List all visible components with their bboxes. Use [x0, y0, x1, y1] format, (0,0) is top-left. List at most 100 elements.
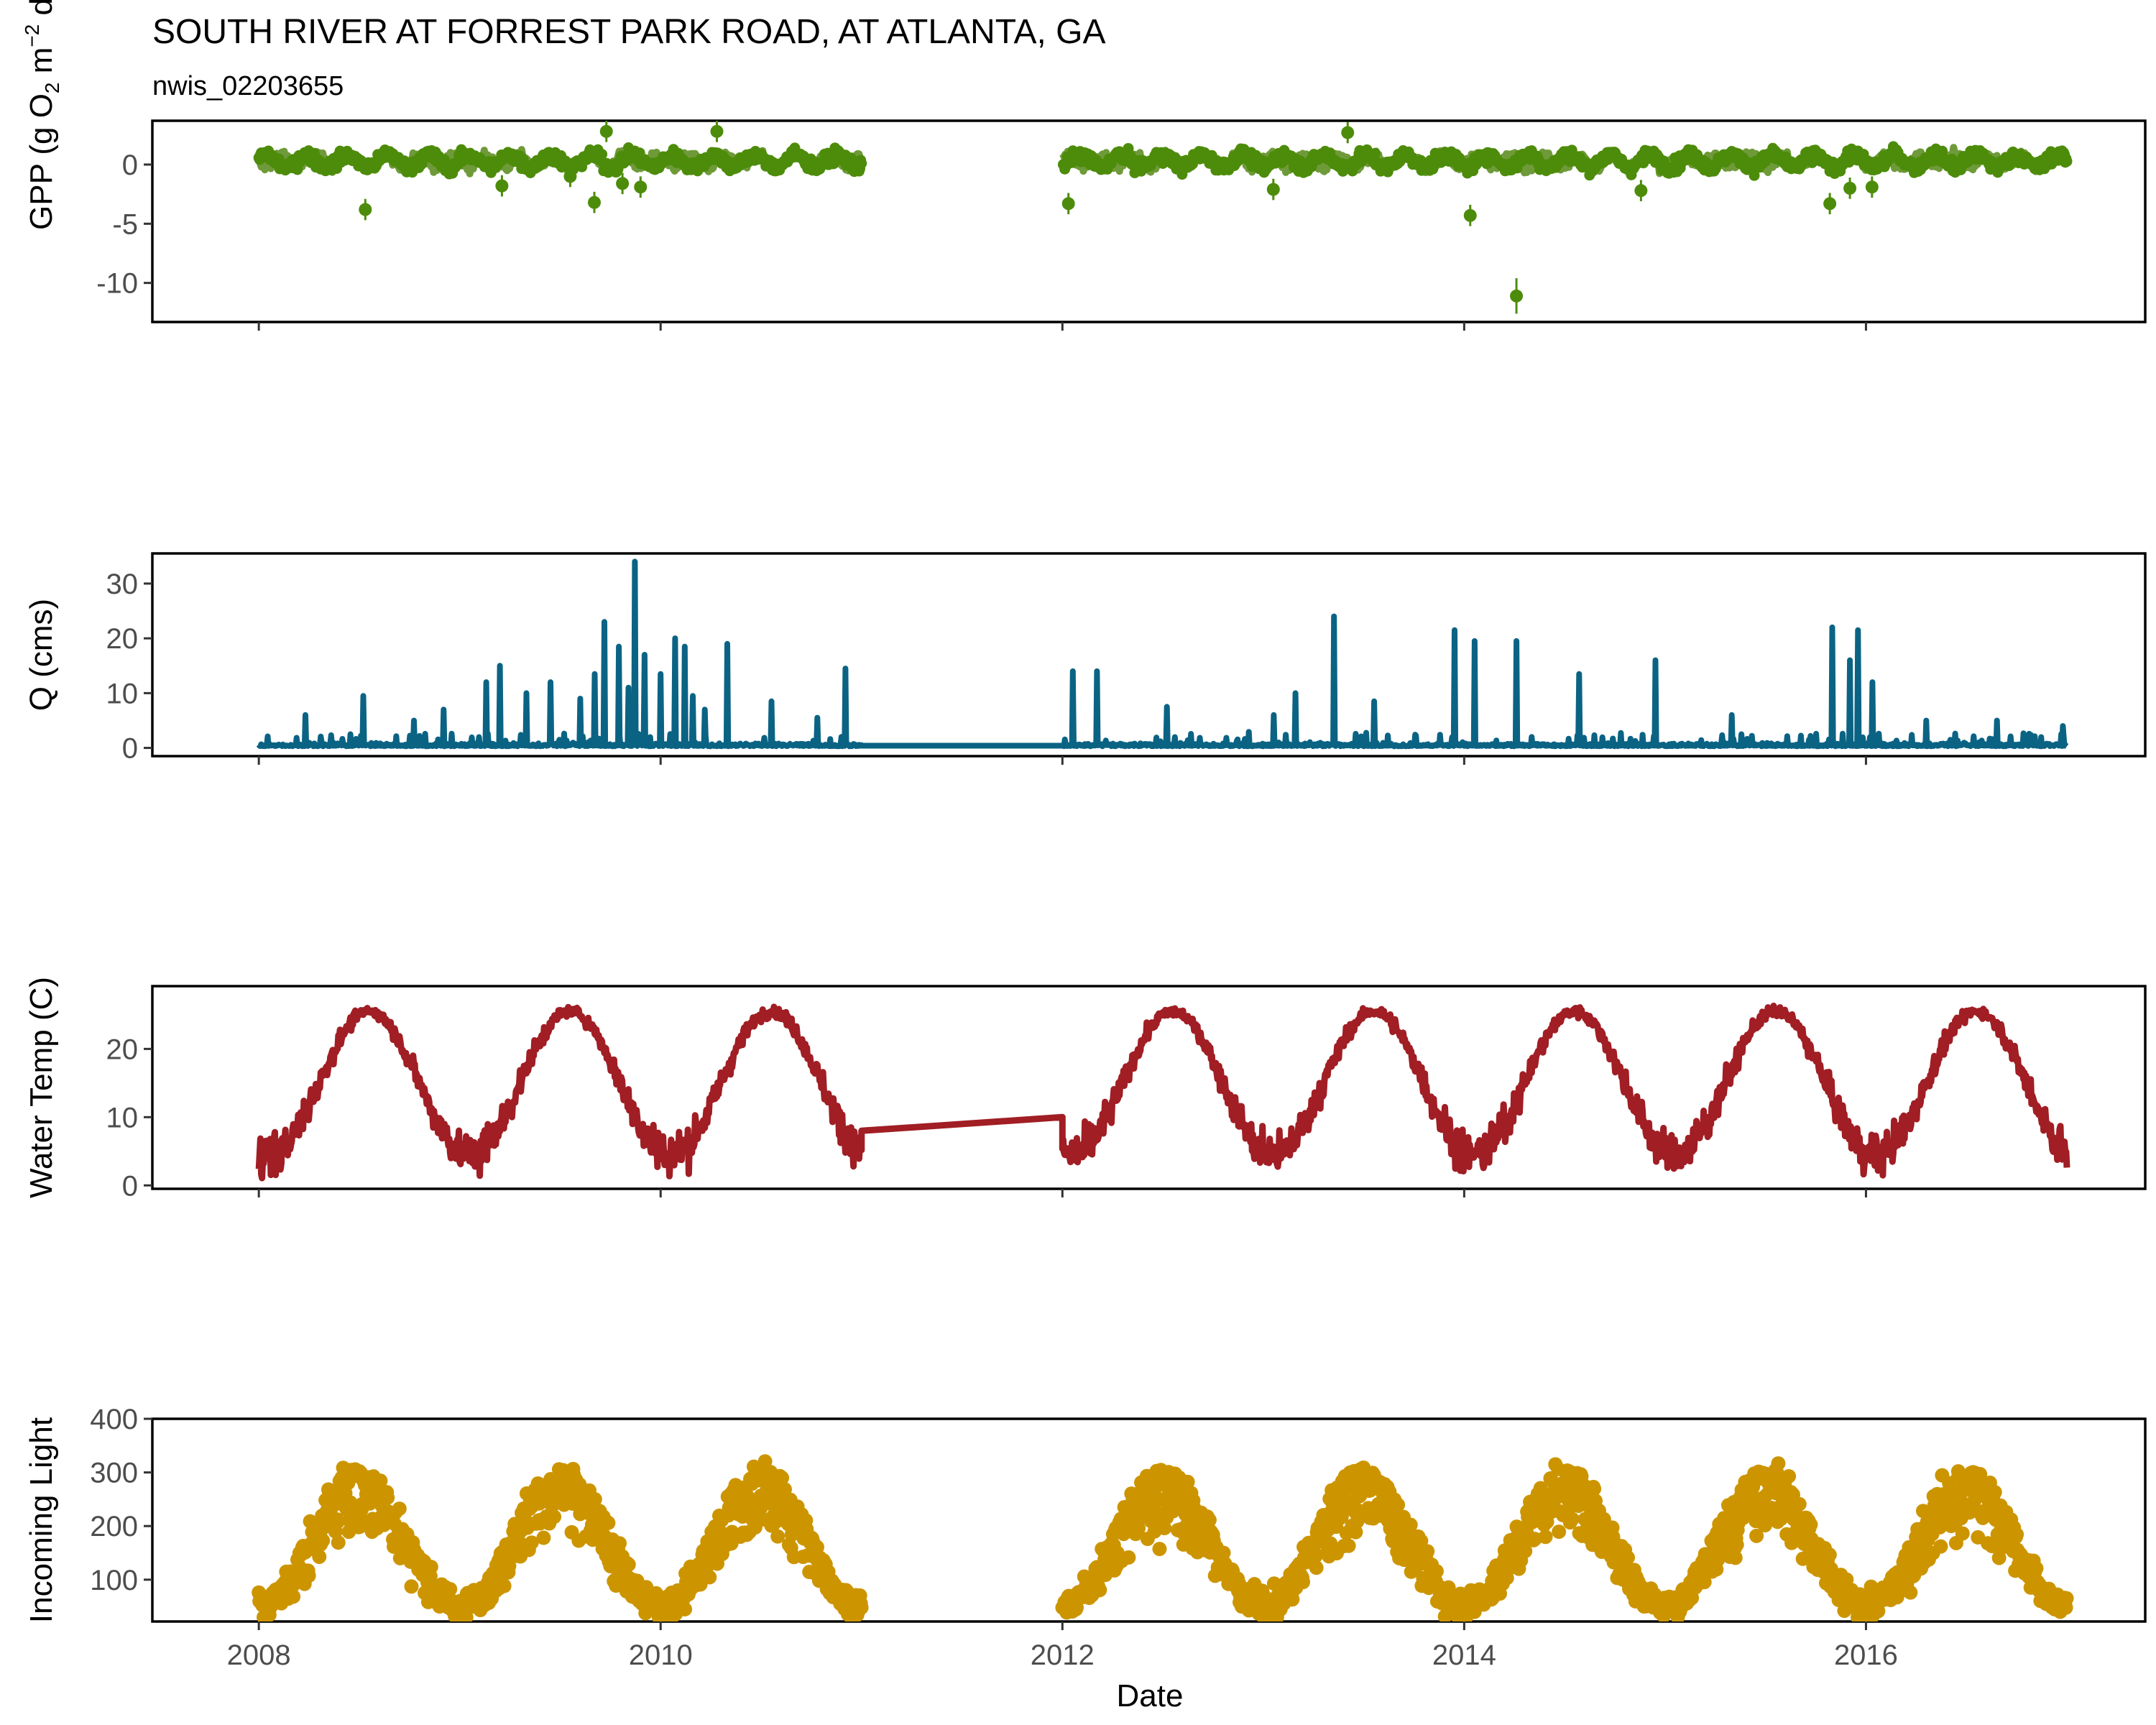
gpp-outlier-point — [1267, 183, 1280, 196]
light-point — [1988, 1485, 2002, 1499]
light-point — [2060, 1591, 2074, 1606]
gpp-point — [2061, 156, 2072, 167]
light-point — [678, 1602, 692, 1616]
gpp-outlier-point — [634, 180, 647, 193]
light-point — [1391, 1498, 1405, 1512]
light-panel: Incoming Light 100 200 300 400 — [24, 1404, 2145, 1630]
light-point — [854, 1601, 869, 1615]
y-tick-label: 400 — [90, 1404, 138, 1435]
y-tick-label: -10 — [96, 268, 138, 300]
y-tick-label: 10 — [106, 1102, 139, 1133]
light-point — [1539, 1530, 1553, 1544]
gpp-outlier-point — [1062, 197, 1075, 210]
discharge-series-line — [259, 561, 2067, 746]
water-temp-series-line — [259, 1006, 2067, 1179]
y-tick-label: 0 — [122, 733, 138, 765]
gpp-outlier-point — [588, 196, 601, 209]
light-point — [424, 1560, 438, 1574]
light-point — [1782, 1469, 1796, 1484]
light-point — [601, 1516, 615, 1530]
light-point — [1420, 1544, 1434, 1558]
gpp-outlier-point — [1341, 126, 1354, 139]
light-point — [1342, 1539, 1356, 1553]
light-point — [392, 1501, 407, 1516]
light-point — [1823, 1547, 1837, 1562]
light-point — [331, 1535, 346, 1550]
light-point — [1730, 1537, 1744, 1552]
q-data — [259, 561, 2067, 746]
light-point — [2029, 1561, 2043, 1576]
y-tick-label: 100 — [90, 1565, 138, 1596]
light-point — [1092, 1583, 1107, 1597]
light-point — [1565, 1512, 1580, 1526]
x-axis-label: Date — [1117, 1678, 1184, 1714]
gpp-outlier-point — [710, 125, 723, 138]
y-tick-label: 0 — [122, 150, 138, 181]
light-point — [536, 1531, 550, 1545]
light-point — [380, 1491, 395, 1505]
light-point — [1933, 1540, 1948, 1554]
x-tick-label: 2014 — [1432, 1639, 1496, 1671]
gpp-outlier-point — [1634, 184, 1647, 197]
y-tick-label: 20 — [106, 623, 139, 655]
light-point — [1955, 1526, 1970, 1540]
light-point — [315, 1533, 330, 1547]
light-point — [1771, 1456, 1785, 1471]
light-point — [702, 1570, 717, 1584]
light-point — [1309, 1560, 1324, 1575]
light-point — [1803, 1517, 1818, 1532]
light-data — [252, 1454, 2073, 1624]
light-point — [1121, 1550, 1135, 1565]
gpp-outlier-point — [1823, 197, 1836, 210]
light-point — [497, 1579, 512, 1593]
panel-frame — [152, 553, 2145, 756]
gpp-outlier-point — [563, 170, 576, 183]
light-point — [312, 1550, 326, 1564]
gpp-outlier-point — [616, 177, 629, 190]
y-tick-label: 30 — [106, 569, 139, 600]
light-point — [547, 1509, 561, 1524]
light-point — [1792, 1497, 1807, 1512]
x-tick-label: 2008 — [227, 1639, 291, 1671]
discharge-y-axis-label: Q (cms) — [24, 599, 59, 711]
light-point — [1903, 1586, 1917, 1600]
discharge-panel: Q (cms) 0 10 20 30 — [24, 553, 2145, 765]
light-y-axis-label: Incoming Light — [24, 1417, 59, 1623]
gpp-outlier-point — [1866, 180, 1879, 193]
gpp-data — [254, 121, 2073, 313]
light-point — [302, 1568, 316, 1583]
gpp-outlier-point — [495, 180, 508, 193]
light-point — [1404, 1518, 1418, 1532]
light-point — [2009, 1527, 2024, 1542]
y-tick-label: 20 — [106, 1034, 139, 1065]
light-point — [286, 1589, 300, 1604]
water-temp-y-axis-label: Water Temp (C) — [24, 977, 59, 1198]
light-point — [1152, 1542, 1166, 1556]
y-tick-label: 10 — [106, 678, 139, 709]
light-point — [1621, 1550, 1635, 1565]
y-tick-label: 300 — [90, 1458, 138, 1489]
gpp-outlier-point — [1464, 209, 1477, 222]
chart-title: SOUTH RIVER AT FORREST PARK ROAD, AT ATL… — [152, 13, 1106, 51]
light-point — [612, 1536, 627, 1550]
x-tick-label: 2012 — [1031, 1639, 1095, 1671]
gpp-outlier-point — [1510, 290, 1523, 303]
light-point — [1552, 1524, 1566, 1539]
gpp-y-axis-label: GPP (g O2 m−2 d−1) — [21, 0, 63, 230]
light-point — [1429, 1564, 1444, 1578]
temp-data — [259, 1006, 2067, 1179]
gpp-point — [1370, 148, 1381, 159]
light-point — [622, 1558, 636, 1572]
gpp-outlier-point — [1843, 182, 1856, 195]
light-point — [1728, 1550, 1743, 1565]
x-tick-label: 2010 — [629, 1639, 693, 1671]
x-tick-label: 2016 — [1834, 1639, 1898, 1671]
x-axis: 2008 2010 2012 2014 2016 Date — [227, 1639, 1898, 1714]
chart-subtitle: nwis_02203655 — [152, 71, 344, 101]
gpp-outlier-point — [359, 203, 372, 216]
gpp-point — [856, 158, 867, 169]
gpp-outlier-point — [600, 125, 613, 138]
light-point — [1296, 1575, 1310, 1589]
y-tick-label: -5 — [112, 208, 138, 240]
